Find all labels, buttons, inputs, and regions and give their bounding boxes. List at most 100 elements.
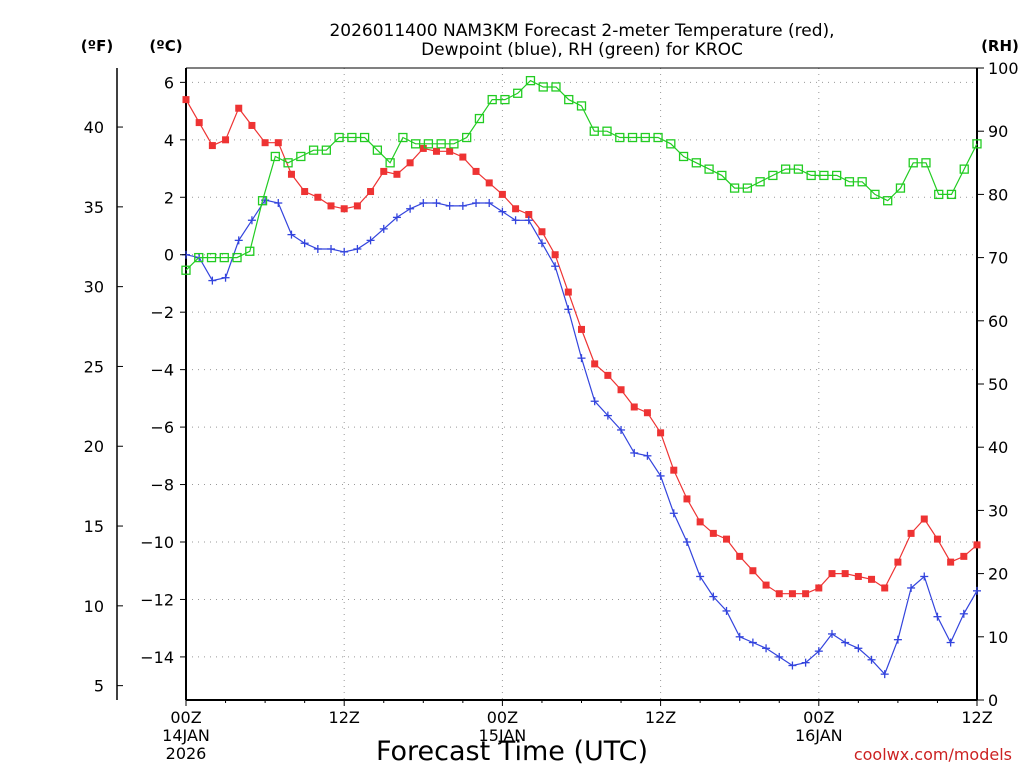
series-layer — [181, 75, 982, 679]
dewpoint-point — [498, 207, 507, 216]
celsius-axis-label: (ºC) — [149, 37, 182, 55]
dewpoint-point — [617, 425, 626, 434]
rh-point — [946, 189, 957, 200]
temperature-point — [920, 515, 928, 523]
temperature-point — [380, 167, 388, 175]
rh-point — [844, 177, 855, 187]
dewpoint-point — [656, 471, 665, 480]
temperature-point — [591, 360, 599, 368]
rh-point — [385, 158, 395, 168]
fahrenheit-tick-label: 30 — [84, 278, 104, 297]
temperature-point — [459, 153, 467, 161]
dewpoint-point — [630, 448, 639, 457]
dewpoint-point — [933, 612, 942, 621]
temperature-point — [222, 136, 230, 144]
dewpoint-point — [511, 216, 520, 225]
rh-point — [780, 164, 791, 174]
rh-point — [270, 151, 280, 162]
dewpoint-point — [788, 661, 797, 670]
rh-point — [934, 189, 944, 200]
dewpoint-point — [234, 236, 243, 245]
rh-tick-label: 20 — [988, 565, 1008, 584]
rh-point — [321, 145, 331, 155]
x-tick-date: 14JAN — [162, 726, 210, 745]
chart-title-line1: 2026011400 NAM3KM Forecast 2-meter Tempe… — [329, 21, 834, 41]
grid-lines — [186, 68, 977, 700]
temperature-point — [709, 529, 717, 537]
x-tick-label: 00Z — [170, 708, 201, 727]
celsius-tick-label: 0 — [164, 246, 174, 265]
rh-point — [666, 139, 676, 149]
temperature-point — [446, 147, 454, 155]
rh-point — [347, 132, 357, 143]
temperature-point — [525, 211, 533, 219]
dewpoint-point — [801, 658, 810, 667]
rh-point — [372, 145, 383, 155]
dewpoint-point — [366, 236, 375, 245]
fahrenheit-tick-label: 20 — [84, 437, 104, 456]
temperature-point — [538, 228, 546, 236]
temperature-point — [973, 541, 981, 549]
dewpoint-point — [432, 199, 441, 208]
temperature-point — [327, 202, 335, 210]
rh-tick-label: 70 — [988, 249, 1008, 268]
rh-point — [755, 177, 765, 187]
temperature-point — [907, 529, 915, 537]
rh-tick-label: 40 — [988, 438, 1008, 457]
rh-tick-label: 0 — [988, 691, 998, 710]
celsius-tick-label: −4 — [150, 361, 174, 380]
temperature-point — [696, 518, 704, 526]
rh-point — [398, 132, 408, 143]
rh-point — [717, 170, 727, 181]
celsius-tick-label: −14 — [140, 648, 174, 667]
temperature-point — [881, 584, 889, 592]
rh-point — [308, 145, 319, 155]
rh-point — [410, 139, 421, 149]
rh-point — [793, 164, 804, 174]
x-tick-label: 00Z — [803, 708, 834, 727]
temperature-point — [828, 570, 836, 578]
temperature-point — [762, 581, 770, 589]
rh-point — [959, 164, 969, 174]
dewpoint-point — [247, 216, 256, 225]
temperature-point — [287, 170, 295, 178]
dewpoint-point — [577, 354, 586, 363]
temperature-point — [235, 104, 243, 112]
dewpoint-point — [603, 411, 612, 420]
rh-point — [564, 94, 574, 105]
rh-tick-label: 80 — [988, 185, 1008, 204]
chart-title-line2: Dewpoint (blue), RH (green) for KROC — [421, 40, 743, 60]
rh-point — [806, 170, 816, 181]
dewpoint-point — [274, 199, 283, 208]
rh-point — [462, 132, 472, 143]
temperature-point — [604, 371, 612, 379]
temperature-point — [208, 142, 216, 150]
rh-point — [729, 183, 740, 193]
rh-point — [219, 252, 229, 263]
axes: 6420−2−4−6−8−10−12−144035302520151051009… — [84, 59, 1019, 763]
temperature-point — [314, 193, 322, 201]
rh-point — [640, 132, 650, 143]
dewpoint-point — [419, 199, 428, 208]
fahrenheit-tick-label: 25 — [84, 357, 104, 376]
dewpoint-point — [762, 644, 771, 653]
x-tick-label: 12Z — [645, 708, 676, 727]
temperature-point — [393, 170, 401, 178]
temperature-point — [933, 535, 941, 543]
rh-point — [449, 139, 459, 149]
dewpoint-point — [485, 199, 494, 208]
temperature-point — [551, 251, 559, 259]
dewpoint-point — [590, 397, 599, 406]
dewpoint-point — [564, 305, 573, 314]
rh-point — [474, 113, 485, 124]
dewpoint-point — [682, 538, 691, 546]
dewpoint-point — [920, 572, 929, 581]
temperature-point — [947, 558, 955, 566]
rh-point — [257, 196, 268, 206]
dewpoint-point — [458, 201, 467, 210]
dewpoint-point — [340, 247, 349, 256]
temperature-point — [340, 205, 348, 213]
temperature-point — [670, 466, 678, 474]
rh-point — [513, 88, 523, 98]
rh-tick-label: 10 — [988, 628, 1008, 647]
